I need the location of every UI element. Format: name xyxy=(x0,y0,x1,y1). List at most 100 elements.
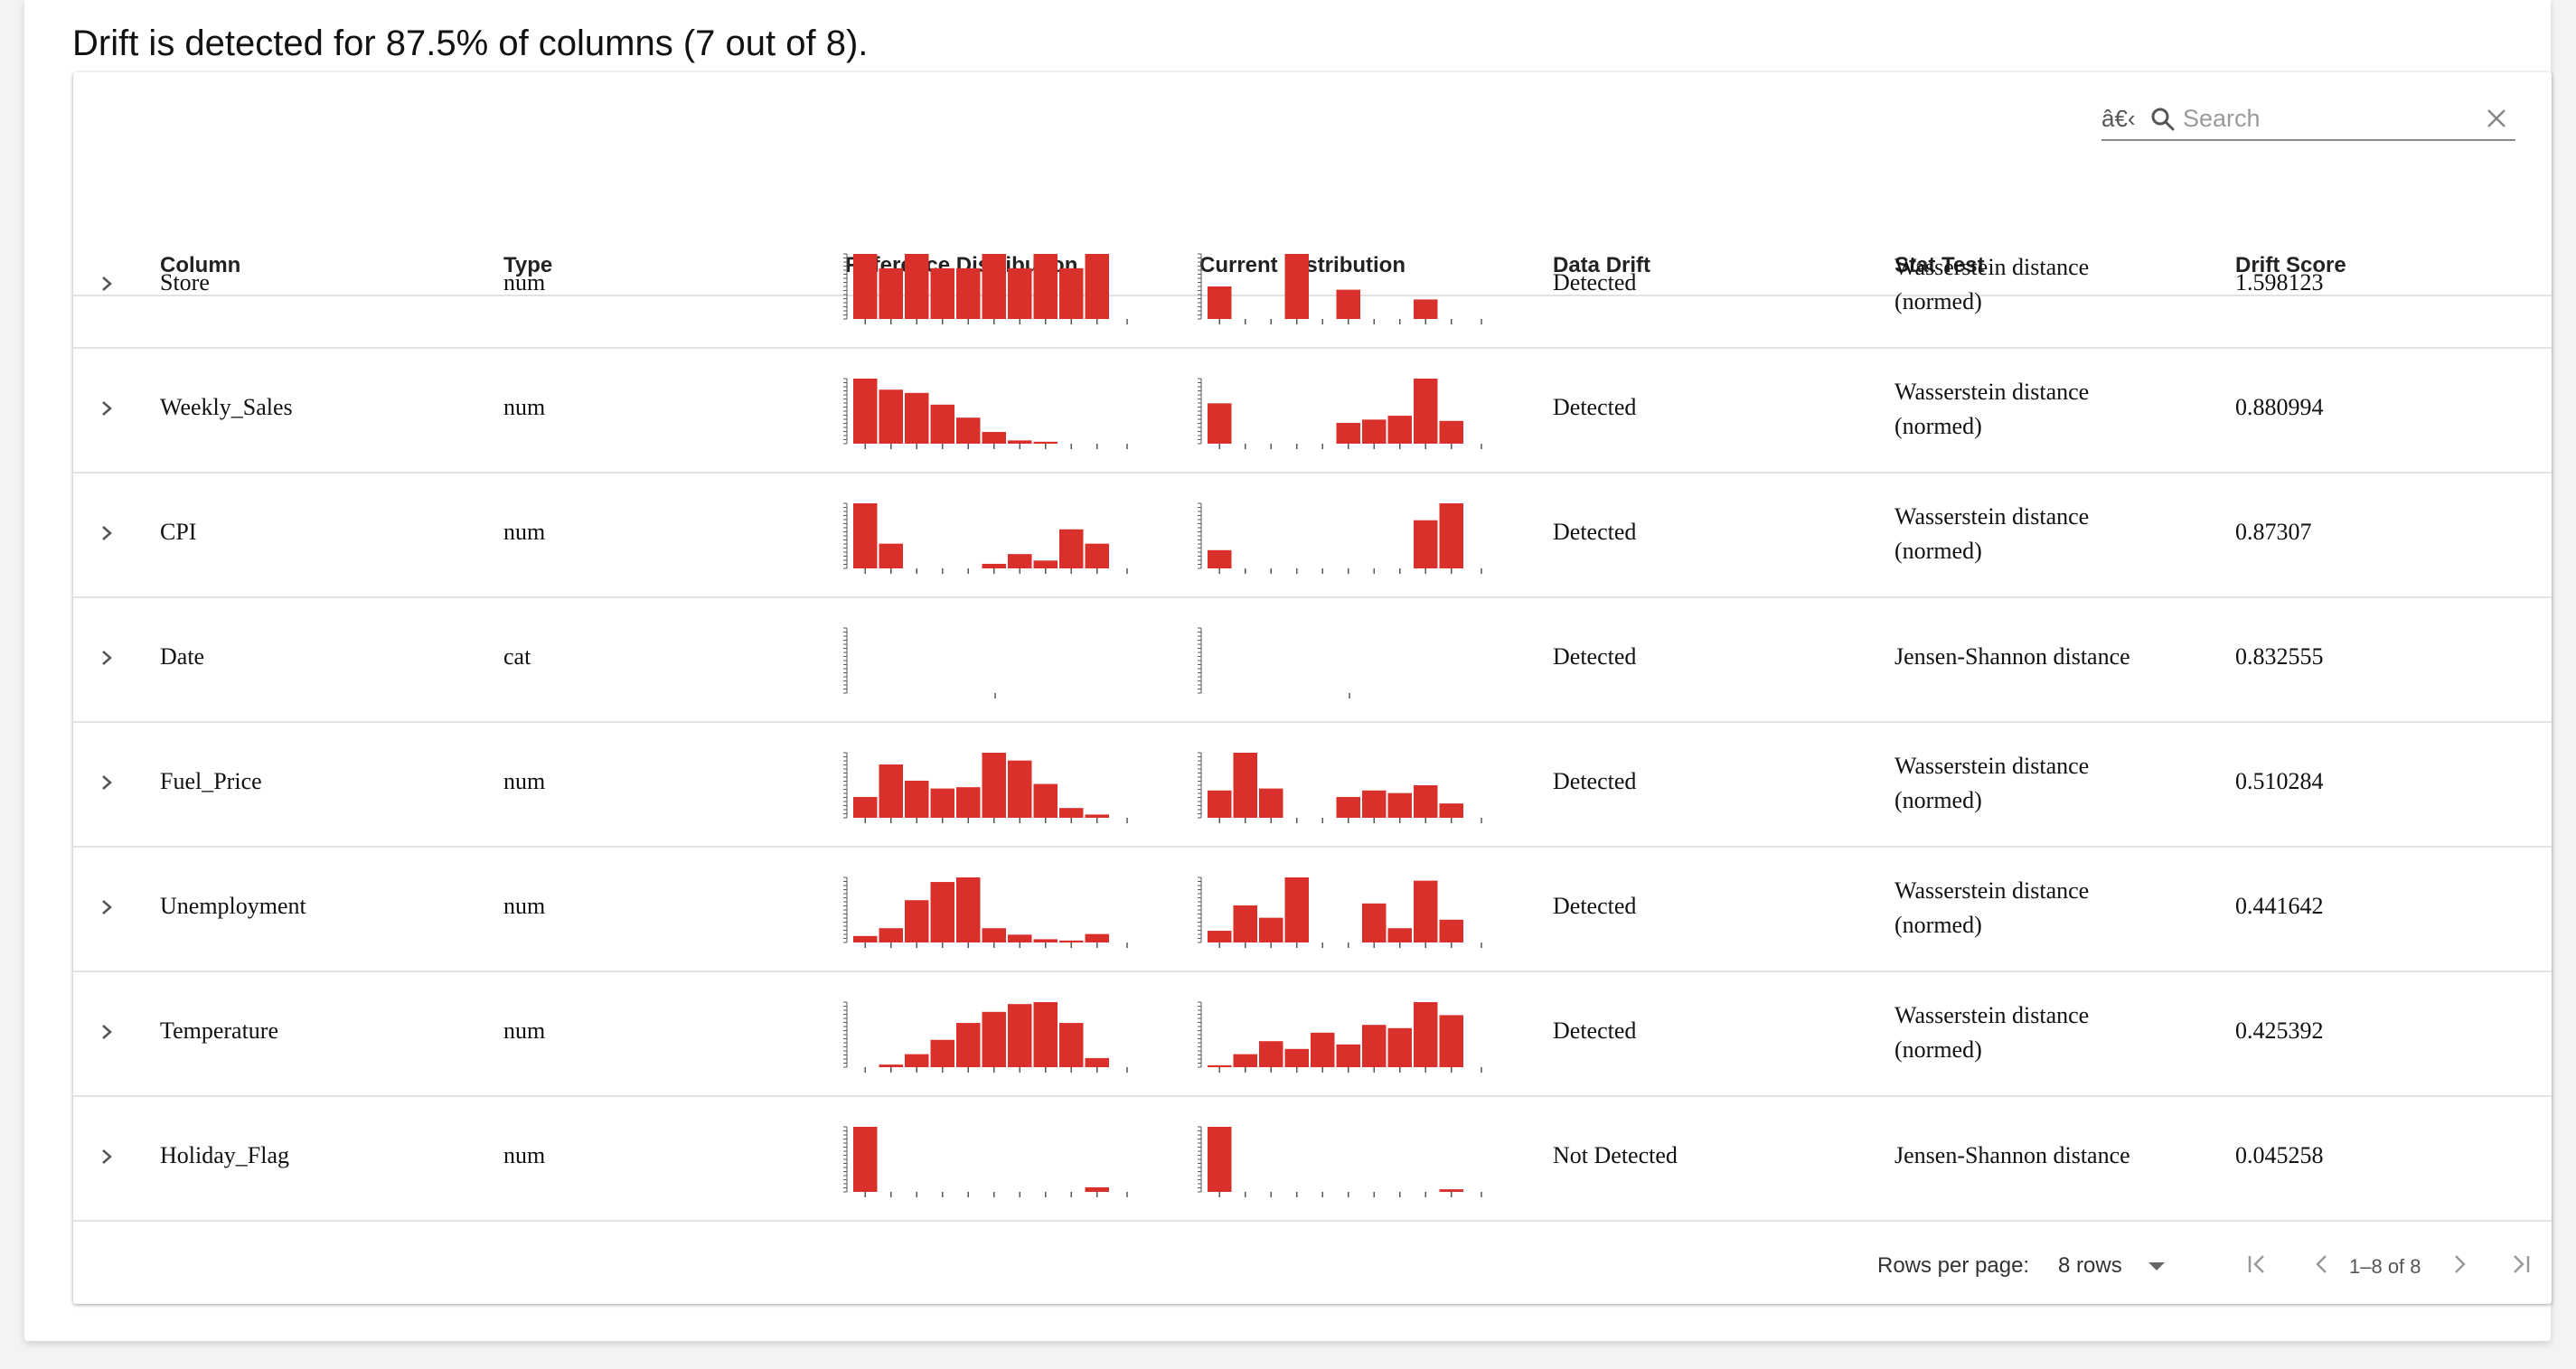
expand-chevron-icon[interactable] xyxy=(97,894,117,921)
data-drift-cell: Detected xyxy=(1553,768,1637,794)
page-range: 1–8 of 8 xyxy=(2349,1255,2421,1278)
current-histogram-bar xyxy=(1208,1127,1232,1192)
current-histogram-bar xyxy=(1362,903,1387,942)
table-row[interactable]: Fuel_Price num Detected Wasserstein distanc… xyxy=(73,722,2552,848)
dropdown-arrow-icon[interactable] xyxy=(2148,1262,2165,1271)
current-histogram-bar xyxy=(1259,917,1283,942)
header-stat-test[interactable]: Stat Test xyxy=(1894,253,1985,277)
table-row[interactable]: Store num Detected Wasserstein distance (nor… xyxy=(73,223,2552,349)
current-histogram-bar xyxy=(1336,796,1360,818)
reference-histogram-bar xyxy=(1085,1186,1109,1192)
reference-histogram-bar xyxy=(853,796,878,818)
reference-distribution-histogram xyxy=(843,253,1128,324)
reference-histogram-bar xyxy=(930,882,954,942)
current-histogram-bar xyxy=(1284,1048,1309,1067)
reference-histogram-bar xyxy=(1059,267,1084,319)
expand-chevron-icon[interactable] xyxy=(97,520,117,547)
current-distribution-histogram xyxy=(1198,1126,1482,1197)
current-histogram-bar xyxy=(1387,792,1412,818)
header-type[interactable]: Type xyxy=(503,253,553,277)
current-distribution-histogram xyxy=(1198,627,1350,699)
drift-score-cell: 1.598123 xyxy=(2235,269,2324,295)
reference-histogram-bar xyxy=(905,780,929,818)
expand-chevron-icon[interactable] xyxy=(97,1018,117,1046)
table-row[interactable]: Unemployment num Detected Wasserstein dista… xyxy=(73,847,2552,972)
current-histogram-bar xyxy=(1387,1027,1412,1067)
reference-histogram-bar xyxy=(1033,1002,1058,1067)
expand-chevron-icon[interactable] xyxy=(97,769,117,796)
rows-per-page-select[interactable]: 8 rows xyxy=(2058,1253,2122,1278)
drift-score-cell: 0.87307 xyxy=(2235,519,2312,545)
current-histogram-bar xyxy=(1311,1032,1335,1067)
stat-test-cell-line2: (normed) xyxy=(1894,912,1982,938)
reference-histogram-bar xyxy=(879,928,903,942)
reference-histogram-bar xyxy=(1059,940,1084,942)
reference-histogram-bar xyxy=(1085,254,1109,319)
table-row[interactable]: CPI num Detected Wasserstein distance (norme… xyxy=(73,473,2552,598)
search-field[interactable]: â€‹ xyxy=(2101,99,2515,141)
drift-table-card: â€‹ Column Type Reference Distribution C… xyxy=(73,72,2552,1304)
data-drift-cell: Detected xyxy=(1553,893,1637,919)
data-drift-cell: Detected xyxy=(1553,643,1637,670)
table-row[interactable]: Date cat Detected Jensen-Shannon distance 0.… xyxy=(73,597,2552,723)
type-cell: num xyxy=(503,768,546,794)
expand-chevron-icon[interactable] xyxy=(97,1143,117,1170)
stat-test-cell-line2: (normed) xyxy=(1894,1036,1982,1063)
current-histogram-bar xyxy=(1414,520,1438,568)
type-cell: num xyxy=(503,1017,546,1044)
reference-distribution-histogram xyxy=(843,502,1128,574)
last-page-icon[interactable] xyxy=(2505,1248,2537,1280)
reference-distribution-histogram xyxy=(843,378,1128,449)
header-data-drift[interactable]: Data Drift xyxy=(1553,253,1651,277)
column-name-cell: Unemployment xyxy=(160,893,306,919)
expand-chevron-icon[interactable] xyxy=(97,395,117,422)
header-drift-score[interactable]: Drift Score xyxy=(2235,253,2346,277)
reference-histogram-bar xyxy=(1085,543,1109,568)
reference-histogram-bar xyxy=(1059,808,1084,818)
clear-search-icon[interactable] xyxy=(2485,107,2508,130)
current-histogram-bar xyxy=(1439,1189,1463,1192)
search-prefix-glyph: â€‹ xyxy=(2101,105,2136,132)
data-drift-cell: Not Detected xyxy=(1553,1142,1678,1168)
current-histogram-bar xyxy=(1439,420,1463,444)
header-column[interactable]: Column xyxy=(160,253,241,277)
stat-test-cell-line2: (normed) xyxy=(1894,538,1982,564)
current-histogram-bar xyxy=(1336,422,1360,444)
current-histogram-bar xyxy=(1208,1064,1232,1067)
reference-histogram-bar xyxy=(982,563,1006,568)
reference-distribution-histogram xyxy=(843,1001,1128,1073)
rows-per-page-label: Rows per page: xyxy=(1877,1253,2030,1278)
expand-chevron-icon[interactable] xyxy=(97,644,117,671)
stat-test-cell: Wasserstein distance xyxy=(1894,753,2090,779)
current-histogram-bar xyxy=(1284,877,1309,942)
first-page-icon[interactable] xyxy=(2241,1248,2273,1280)
reference-distribution-histogram xyxy=(843,752,1128,823)
drift-summary: Drift is detected for 87.5% of columns (… xyxy=(72,23,869,63)
current-distribution-histogram xyxy=(1198,752,1482,823)
table-row[interactable]: Temperature num Detected Wasserstein distan… xyxy=(73,971,2552,1097)
stat-test-cell: Wasserstein distance xyxy=(1894,254,2090,280)
reference-histogram-bar xyxy=(853,379,878,444)
current-histogram-bar xyxy=(1336,1044,1360,1067)
table-row[interactable]: Weekly_Sales num Detected Wasserstein dista… xyxy=(73,348,2552,474)
table-pagination: Rows per page: 8 rows 1–8 of 8 xyxy=(73,1226,2552,1304)
reference-histogram-bar xyxy=(1085,814,1109,818)
search-input[interactable] xyxy=(2181,101,2456,136)
reference-histogram-bar xyxy=(1008,1004,1032,1067)
reference-histogram-bar xyxy=(1085,933,1109,942)
current-histogram-bar xyxy=(1208,790,1232,818)
current-distribution-histogram xyxy=(1198,502,1482,574)
type-cell: num xyxy=(503,519,546,545)
current-histogram-bar xyxy=(1414,1002,1438,1067)
expand-chevron-icon[interactable] xyxy=(97,270,117,297)
table-row[interactable]: Holiday_Flag num Not Detected Jensen-Shanno… xyxy=(73,1096,2552,1222)
reference-histogram-bar xyxy=(1033,254,1058,319)
next-page-icon[interactable] xyxy=(2443,1248,2476,1280)
previous-page-icon[interactable] xyxy=(2306,1248,2338,1280)
reference-histogram-bar xyxy=(956,787,981,818)
type-cell: num xyxy=(503,1142,546,1168)
current-distribution-histogram xyxy=(1198,877,1482,948)
current-histogram-bar xyxy=(1414,785,1438,818)
stat-test-cell: Jensen-Shannon distance xyxy=(1894,643,2130,670)
current-histogram-bar xyxy=(1208,286,1232,319)
